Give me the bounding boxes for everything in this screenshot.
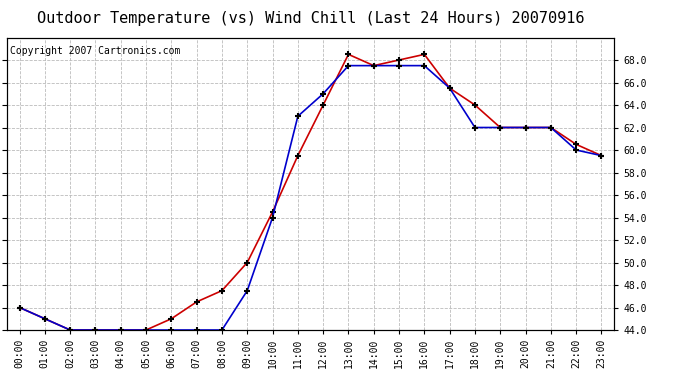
Text: Outdoor Temperature (vs) Wind Chill (Last 24 Hours) 20070916: Outdoor Temperature (vs) Wind Chill (Las… <box>37 11 584 26</box>
Text: Copyright 2007 Cartronics.com: Copyright 2007 Cartronics.com <box>10 46 180 56</box>
